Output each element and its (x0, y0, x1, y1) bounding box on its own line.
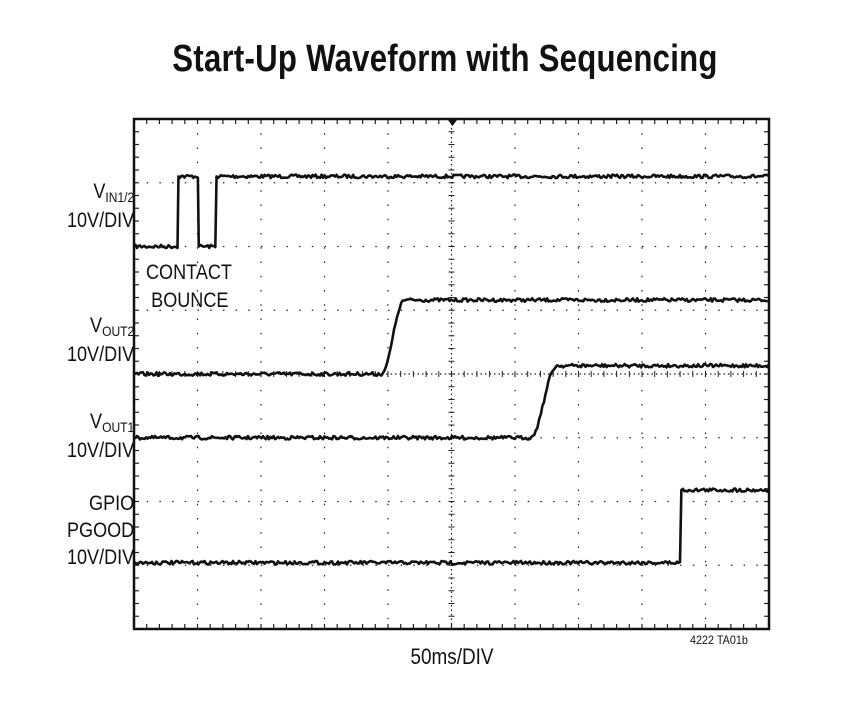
pgood-label-line2: PGOOD (66, 519, 134, 542)
vout2-label: VOUT2 10V/DIV (67, 314, 134, 367)
pgood-label: GPIO PGOOD 10V/DIV (67, 490, 134, 571)
vout1-label-sub: OUT1 (101, 419, 134, 435)
vout2-label-sub: OUT2 (101, 323, 134, 339)
trigger-marker-icon (446, 118, 459, 126)
figure-code: 4222 TA01b (690, 633, 748, 647)
vin-scale: 10V/DIV (66, 209, 134, 232)
annotation-line1: CONTACT (146, 261, 232, 284)
vout1-label: VOUT1 10V/DIV (67, 410, 134, 463)
x-axis-label: 50ms/DIV (410, 644, 494, 669)
vin-label: VIN1/2 10V/DIV (67, 180, 134, 233)
trace-vout2 (133, 297, 768, 377)
contact-bounce-annotation: CONTACT BOUNCE (146, 259, 232, 315)
annotation-line2: BOUNCE (151, 289, 229, 312)
trace-gpio-pgood (134, 487, 770, 566)
vin-label-main: V (93, 180, 106, 203)
vout2-label-main: V (89, 314, 102, 337)
vout2-scale: 10V/DIV (66, 343, 134, 366)
vin-label-sub: IN1/2 (105, 189, 134, 205)
vout1-scale: 10V/DIV (66, 439, 134, 462)
vout1-label-main: V (89, 410, 102, 433)
trace-vin1-2 (133, 173, 770, 250)
pgood-scale: 10V/DIV (66, 546, 134, 569)
pgood-label-line1: GPIO (88, 492, 134, 515)
chart-title: Start-Up Waveform with Sequencing (172, 38, 718, 80)
trace-vout1 (133, 362, 770, 441)
